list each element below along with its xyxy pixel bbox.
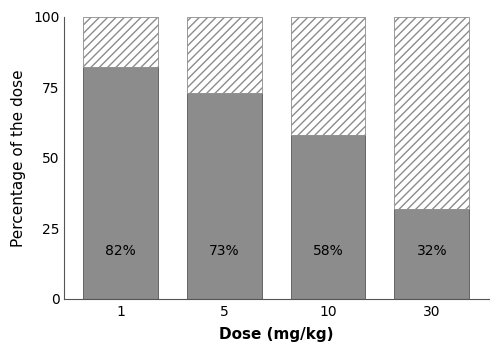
Bar (187, 93, 262, 299)
Text: 32%: 32% (416, 244, 447, 258)
Text: 58%: 58% (312, 244, 344, 258)
Bar (394, 17, 469, 209)
X-axis label: Dose (mg/kg): Dose (mg/kg) (219, 327, 334, 342)
Bar (291, 135, 366, 299)
Text: 82%: 82% (106, 244, 136, 258)
Text: 73%: 73% (209, 244, 240, 258)
Bar (394, 209, 469, 299)
Bar (291, 17, 366, 135)
Y-axis label: Percentage of the dose: Percentage of the dose (11, 69, 26, 247)
Bar (84, 67, 158, 299)
Bar (84, 17, 158, 67)
Bar (187, 17, 262, 93)
